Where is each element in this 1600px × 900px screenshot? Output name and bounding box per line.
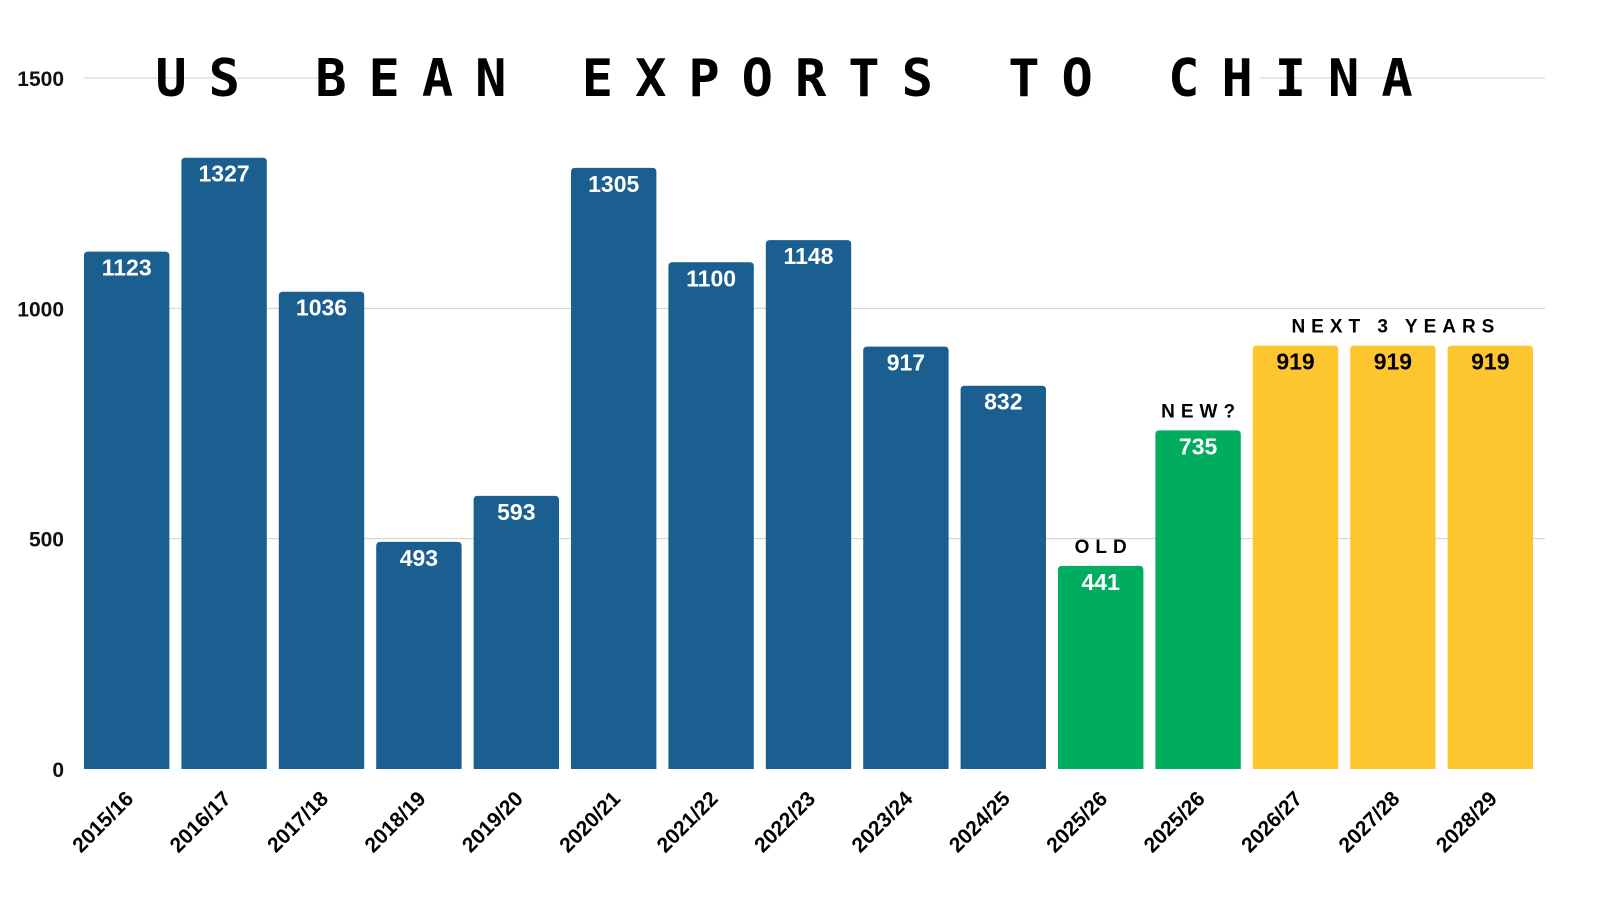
x-tick-label: 2023/24: [847, 787, 917, 857]
bar-2020/21: [571, 167, 657, 769]
y-tick-label: 1500: [17, 68, 64, 91]
data-label: 1327: [199, 161, 250, 187]
bar-2016/17: [181, 157, 267, 770]
bar-2022/23: [765, 240, 852, 769]
annotations: OLD NEW? NEXT 3 YEARS: [1075, 317, 1500, 558]
data-label: 1305: [588, 171, 639, 197]
x-tick-label: 2027/28: [1334, 787, 1404, 857]
x-tick-label: 2022/23: [750, 787, 820, 857]
x-tick-label: 2018/19: [360, 787, 430, 857]
x-tick-label: 2017/18: [263, 787, 333, 857]
data-label: 1100: [686, 265, 736, 291]
data-label: 832: [984, 389, 1022, 415]
x-tick-label: 2015/16: [68, 787, 138, 857]
y-tick-label: 500: [29, 529, 64, 552]
bar-2019/20: [473, 495, 559, 769]
bar-2023/24: [863, 346, 949, 769]
annotation: NEXT 3 YEARS: [1291, 317, 1500, 338]
annotation: NEW?: [1161, 401, 1241, 422]
data-label: 493: [400, 545, 438, 571]
bar-2018/19: [376, 541, 462, 769]
bar-2026/27: [1252, 345, 1339, 769]
x-tick-label: 2021/22: [653, 787, 723, 857]
bar-2017/18: [278, 291, 365, 769]
x-tick-label: 2024/25: [945, 787, 1015, 857]
bar-2027/28: [1350, 345, 1436, 769]
bar-2025/26: [1155, 430, 1241, 769]
bar-2028/29: [1447, 345, 1533, 769]
x-tick-label: 2020/21: [555, 787, 625, 857]
bar-2021/22: [668, 262, 754, 769]
data-label: 919: [1276, 349, 1314, 375]
data-label: 441: [1082, 569, 1121, 595]
x-tick-label: 2028/29: [1432, 787, 1502, 857]
x-tick-label: 2016/17: [166, 787, 236, 857]
data-label: 735: [1179, 433, 1218, 459]
data-label: 919: [1471, 349, 1509, 375]
x-tick-label: 2019/20: [458, 787, 528, 857]
y-axis: 0 500 1000 1500: [17, 68, 64, 782]
bar-2015/16: [84, 251, 170, 769]
data-label: 1148: [784, 243, 834, 269]
bar-2025/26: [1058, 565, 1144, 769]
x-axis: 2015/16 2016/17 2017/18 2018/19 2019/20 2020/…: [68, 787, 1502, 857]
chart-title: US BEAN EXPORTS TO CHINA: [155, 49, 1434, 109]
data-label: 1036: [296, 295, 347, 321]
y-tick-label: 0: [52, 759, 64, 782]
title-backdrop: [330, 40, 1260, 108]
annotation: OLD: [1075, 537, 1133, 558]
data-label: 593: [497, 499, 535, 525]
x-tick-label: 2025/26: [1042, 787, 1112, 857]
y-tick-label: 1000: [17, 298, 64, 321]
data-label: 917: [887, 350, 925, 376]
x-tick-label: 2026/27: [1237, 787, 1307, 857]
x-tick-label: 2025/26: [1140, 787, 1210, 857]
data-label: 919: [1374, 349, 1412, 375]
bars: [84, 157, 1533, 770]
data-label: 1123: [102, 255, 152, 281]
data-labels: 1123 1327 1036 493 593 1305 1100 1148 917 832 441 7…: [102, 161, 1510, 595]
bar-2024/25: [960, 385, 1046, 769]
